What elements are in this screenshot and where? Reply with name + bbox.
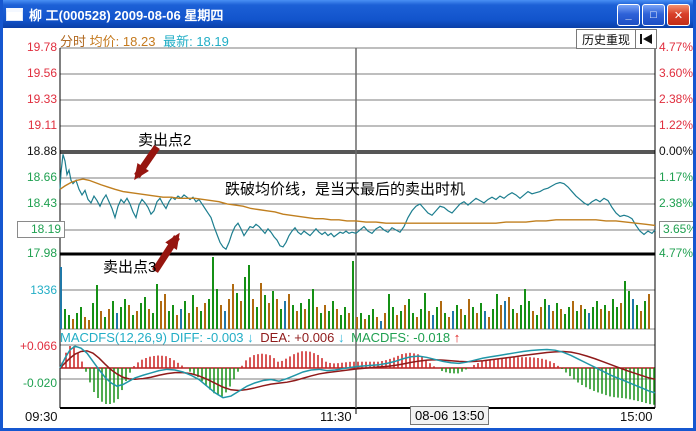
price-axis-label: 18.43 (26, 196, 57, 210)
intraday-chart[interactable] (3, 0, 693, 425)
percent-axis-label: 4.77% (659, 246, 694, 260)
macd-lower-scale-label: -0.020 (22, 376, 57, 390)
diff-down-arrow-icon: ↓ (247, 330, 254, 345)
percent-axis-label: 2.38% (659, 92, 694, 106)
volume-scale-label: 1336 (30, 283, 57, 297)
info-bar: 分时 均价: 18.23 最新: 18.19 (60, 31, 229, 50)
dea-down-arrow-icon: ↓ (338, 330, 345, 345)
avg-price-label: 均价: (89, 34, 120, 49)
percent-axis-label: 3.65% (659, 221, 693, 238)
chart-lines (59, 154, 656, 399)
volume-bars (60, 257, 650, 329)
percent-axis-label: 1.17% (659, 170, 694, 184)
diff-value: -0.003 (206, 330, 244, 345)
price-axis-label: 18.88 (26, 144, 57, 158)
last-price-value: 18.19 (196, 34, 229, 49)
price-axis-label: 17.98 (26, 246, 57, 260)
crosshair-time-label: 08-06 13:50 (410, 406, 490, 425)
time-label-close: 15:00 (620, 409, 653, 424)
mode-label: 分时 (60, 34, 87, 49)
annotation-note: 跌破均价线，是当天最后的卖出时机 (225, 181, 466, 198)
app-icon[interactable] (6, 7, 23, 21)
history-replay-button[interactable]: 历史重现 (576, 29, 636, 49)
time-label-open: 09:30 (25, 409, 58, 424)
macd-label: MACDFS: (351, 330, 410, 345)
macd-value: -0.018 (413, 330, 451, 345)
close-button[interactable]: ✕ (667, 4, 690, 26)
annotation-sell-point-3: 卖出点3 (103, 259, 157, 276)
percent-axis-label: 0.00% (659, 144, 694, 158)
minimize-button[interactable]: _ (617, 4, 640, 26)
skip-to-start-icon[interactable] (635, 29, 657, 49)
macd-histogram (61, 346, 655, 405)
price-axis-label: 19.33 (26, 92, 57, 106)
title-bar[interactable]: 柳 工(000528) 2009-08-06 星期四 _ □ ✕ (3, 0, 693, 28)
sell-arrow-3 (152, 232, 180, 273)
macd-info-line: MACDFS(12,26,9) DIFF: -0.003 ↓ DEA: +0.0… (60, 331, 460, 344)
price-axis-label: 19.56 (26, 66, 57, 80)
dea-value: +0.006 (294, 330, 335, 345)
annotation-sell-point-2: 卖出点2 (138, 132, 192, 149)
price-axis-label: 18.66 (26, 170, 57, 184)
window-title: 柳 工(000528) 2009-08-06 星期四 (29, 7, 224, 23)
percent-axis-label: 2.38% (659, 196, 694, 210)
price-axis-label: 19.78 (26, 40, 57, 54)
diff-label: DIFF: (170, 330, 204, 345)
percent-axis-label: 3.60% (659, 66, 694, 80)
macd-upper-scale-label: +0.066 (19, 339, 57, 353)
time-label-noon: 11:30 (320, 409, 352, 424)
price-axis-label: 19.11 (27, 118, 57, 132)
avg-price-value: 18.23 (122, 34, 156, 49)
price-axis-label: 18.19 (17, 221, 65, 238)
sell-arrow-2 (134, 145, 160, 181)
dea-label: DEA: (260, 330, 291, 345)
macd-up-arrow-icon: ↑ (453, 330, 461, 345)
macd-formula: MACDFS(12,26,9) (60, 330, 167, 345)
last-price-label: 最新: (163, 34, 193, 49)
percent-axis-label: 1.22% (659, 118, 694, 132)
maximize-button[interactable]: □ (642, 4, 665, 26)
percent-axis-label: 4.77% (659, 40, 694, 54)
